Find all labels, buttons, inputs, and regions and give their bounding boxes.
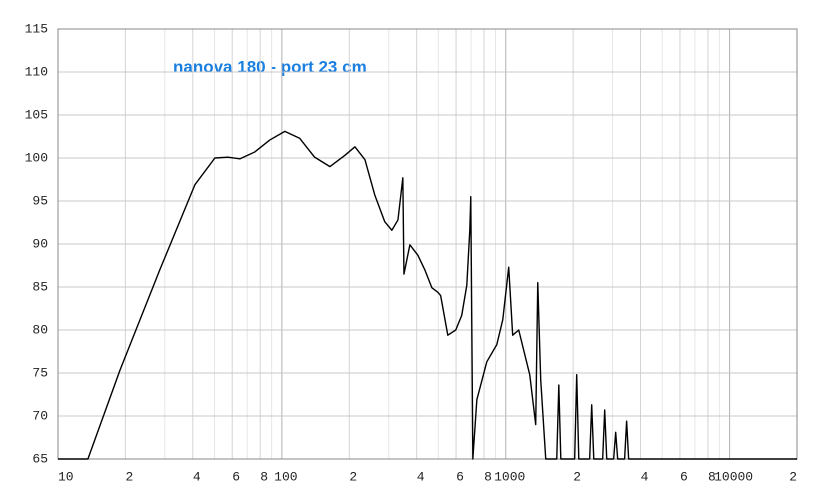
x-tick-label: 8	[484, 469, 492, 484]
response-curve	[58, 130, 797, 460]
chart-title: nanova 180 - port 23 cm	[173, 57, 367, 76]
y-tick-label: 80	[32, 322, 48, 337]
x-tick-label: 6	[456, 469, 464, 484]
x-tick-label: 4	[417, 469, 425, 484]
y-tick-label: 90	[32, 236, 48, 251]
x-tick-label: 100	[274, 469, 297, 484]
y-tick-label: 75	[32, 365, 48, 380]
x-tick-label: 10	[58, 469, 74, 484]
x-tick-label: 6	[680, 469, 688, 484]
y-tick-label: 100	[25, 150, 48, 165]
y-tick-label: 85	[32, 279, 48, 294]
x-tick-label: 10000	[714, 469, 753, 484]
y-tick-label: 95	[32, 193, 48, 208]
x-tick-label: 6	[232, 469, 240, 484]
x-tick-label: 2	[789, 469, 797, 484]
x-tick-label: 2	[573, 469, 581, 484]
x-tick-label: 2	[125, 469, 133, 484]
x-tick-label: 8	[708, 469, 716, 484]
x-tick-label: 8	[260, 469, 268, 484]
x-tick-label: 4	[641, 469, 649, 484]
y-tick-label: 70	[32, 408, 48, 423]
x-tick-label: 4	[193, 469, 201, 484]
y-tick-label: 110	[25, 64, 48, 79]
x-tick-label: 1000	[494, 469, 525, 484]
plot-frame	[57, 28, 798, 460]
y-tick-label: 105	[25, 107, 48, 122]
y-tick-label: 65	[32, 451, 48, 466]
y-tick-label: 115	[25, 21, 48, 36]
x-tick-label: 2	[349, 469, 357, 484]
